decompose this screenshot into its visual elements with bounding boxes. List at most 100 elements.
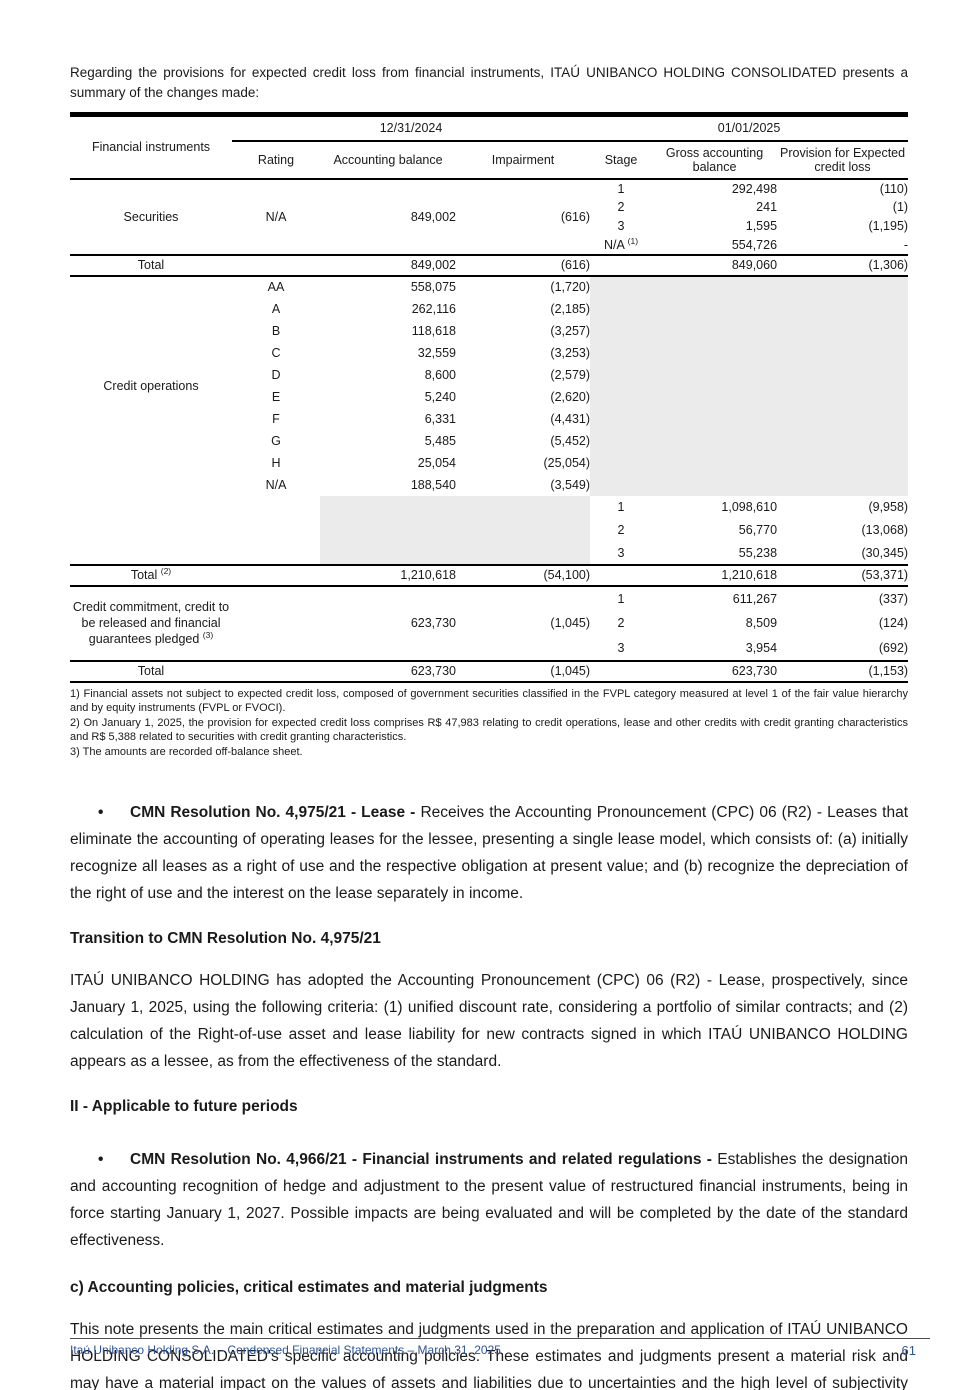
credit-operations-stage-row: 1 1,098,610 (9,958) bbox=[70, 495, 909, 565]
securities-stage-row: 3 1,595 (1,195) bbox=[70, 217, 909, 236]
commitment-impairment: (1,045) bbox=[550, 616, 591, 630]
col-header-impairment: Impairment bbox=[456, 140, 591, 180]
footnote-ref-1: (1) bbox=[627, 235, 639, 246]
credit-operations-stage-row: 3 55,238 (30,345) bbox=[70, 542, 909, 565]
footnote-3: 3) The amounts are recorded off-balance … bbox=[70, 745, 303, 758]
footnote-2: 2) On January 1, 2025, the provision for… bbox=[70, 716, 908, 744]
credit-operations-rating-row: A 262,116 (2,185) bbox=[70, 298, 908, 320]
gross-balance-cell: 611,267 bbox=[732, 591, 778, 606]
col-header-provision: Provision for Expected credit loss bbox=[777, 140, 909, 180]
stage-cell: 1 bbox=[617, 500, 625, 514]
securities-stage-row: 2 241 (1) bbox=[70, 198, 909, 217]
balance-cell: 5,240 bbox=[424, 389, 456, 404]
commitment-accounting-balance: 623,730 bbox=[410, 616, 456, 630]
impairment-cell: (3,253) bbox=[550, 345, 591, 360]
balance-cell: 5,485 bbox=[424, 433, 456, 448]
gross-balance-cell: 1,098,610 bbox=[721, 500, 778, 514]
impairment-cell: (25,054) bbox=[543, 455, 591, 470]
expected-credit-loss-table: Financial instruments 12/31/2024 01/01/2… bbox=[70, 112, 909, 683]
bullet-icon: • bbox=[98, 804, 104, 821]
total-label: Total (2) bbox=[70, 563, 232, 587]
bullet-cmn-4975: • CMN Resolution No. 4,975/21 - Lease - R… bbox=[70, 799, 908, 907]
stage-cell: 1 bbox=[617, 181, 625, 196]
balance-cell: 558,075 bbox=[410, 280, 456, 294]
intro-paragraph: Regarding the provisions for expected cr… bbox=[70, 65, 908, 100]
credit-commitment-row: Credit commitment, credit to be released… bbox=[70, 586, 909, 647]
balance-cell: 6,331 bbox=[424, 411, 456, 426]
credit-operations-label: Credit operations bbox=[103, 379, 199, 393]
credit-operations-rating-row: G 5,485 (5,452) bbox=[70, 430, 908, 452]
total-impairment: (616) bbox=[456, 253, 591, 277]
total-provision: (1,153) bbox=[777, 659, 909, 683]
credit-commitment-stage-row: 2 8,509 (124) bbox=[70, 611, 909, 636]
impairment-cell: (2,579) bbox=[550, 367, 591, 382]
col-header-gross-accounting-balance: Gross accounting balance bbox=[652, 140, 778, 180]
gross-balance-cell: 292,498 bbox=[731, 181, 778, 196]
paragraph-transition: ITAÚ UNIBANCO HOLDING has adopted the Ac… bbox=[70, 972, 908, 1070]
impairment-cell: (2,185) bbox=[550, 301, 591, 316]
balance-cell: 262,116 bbox=[411, 301, 456, 316]
shaded-region-right bbox=[590, 275, 909, 496]
provision-cell: (30,345) bbox=[861, 545, 909, 560]
provision-cell: (1) bbox=[892, 200, 909, 214]
stage-cell: 3 bbox=[617, 640, 625, 655]
credit-operations-total-row: Total (2) 1,210,618 (54,100) 1,210,618 (… bbox=[70, 563, 909, 587]
stage-cell: 2 bbox=[617, 616, 625, 630]
balance-cell: 32,559 bbox=[417, 345, 456, 360]
rating-cell: A bbox=[271, 301, 281, 316]
credit-operations-rating-row: F 6,331 (4,431) bbox=[70, 408, 908, 430]
impairment-cell: (4,431) bbox=[550, 411, 591, 426]
paragraph-policies: This note presents the main critical est… bbox=[70, 1321, 908, 1390]
bullet-label: CMN Resolution No. 4,975/21 - Lease - bbox=[130, 804, 416, 821]
table-header-columns: Rating Accounting balance Impairment Sta… bbox=[70, 140, 909, 180]
securities-accounting-balance: 849,002 bbox=[410, 209, 456, 224]
heading-future-periods: II - Applicable to future periods bbox=[70, 1098, 298, 1115]
credit-operations-rating-row: H 25,054 (25,054) bbox=[70, 452, 908, 474]
securities-stage-row: N/A (1) 554,726 - bbox=[70, 236, 908, 255]
gross-balance-cell: 554,726 bbox=[731, 237, 778, 252]
balance-cell: 8,600 bbox=[424, 367, 456, 382]
stage-cell: 3 bbox=[617, 219, 625, 233]
total-label: Total bbox=[70, 659, 232, 683]
total-accounting-balance: 623,730 bbox=[320, 659, 456, 683]
total-impairment: (54,100) bbox=[456, 563, 591, 587]
col-header-stage: Stage bbox=[590, 140, 653, 180]
bullet-cmn-4966: • CMN Resolution No. 4,966/21 - Financial… bbox=[70, 1146, 908, 1254]
provision-cell: (337) bbox=[878, 591, 909, 606]
total-impairment: (1,045) bbox=[456, 659, 591, 683]
impairment-cell: (2,620) bbox=[550, 389, 591, 404]
rating-cell: AA bbox=[267, 280, 285, 294]
rating-cell: C bbox=[271, 345, 281, 360]
impairment-cell: (1,720) bbox=[550, 280, 591, 294]
credit-commitment-label: Credit commitment, credit to be released… bbox=[72, 600, 230, 646]
balance-cell: 118,618 bbox=[411, 323, 456, 338]
total-provision: (1,306) bbox=[777, 253, 909, 277]
credit-commitment-total-row: Total 623,730 (1,045) 623,730 (1,153) bbox=[70, 659, 909, 683]
total-accounting-balance: 849,002 bbox=[320, 253, 456, 277]
impairment-cell: (5,452) bbox=[550, 433, 591, 448]
total-gross-balance: 1,210,618 bbox=[652, 563, 778, 587]
rating-cell: E bbox=[271, 389, 281, 404]
table-header-dates: Financial instruments 12/31/2024 01/01/2… bbox=[70, 114, 909, 180]
footer-text: Itaú Unibanco Holding S.A. – Condensed F… bbox=[70, 1343, 501, 1357]
stage-cell: N/A (1) bbox=[604, 235, 639, 252]
provision-cell: - bbox=[903, 237, 909, 252]
provision-cell: (9,958) bbox=[868, 500, 909, 514]
rating-cell: H bbox=[271, 455, 281, 470]
rating-cell: D bbox=[271, 367, 281, 382]
heading-transition: Transition to CMN Resolution No. 4,975/2… bbox=[70, 930, 381, 947]
gross-balance-cell: 8,509 bbox=[745, 616, 778, 630]
bullet-text: Receives the Accounting Pronouncement (C… bbox=[70, 804, 909, 902]
credit-commitment-stage-row: 3 3,954 (692) bbox=[70, 636, 909, 661]
rating-cell: G bbox=[271, 433, 281, 448]
footnote-ref-3: (3) bbox=[202, 629, 214, 640]
provision-cell: (110) bbox=[879, 181, 909, 196]
credit-operations-rating-row: N/A 188,540 (3,549) bbox=[70, 474, 908, 496]
gross-balance-cell: 1,595 bbox=[745, 219, 778, 233]
bullet-icon: • bbox=[98, 1151, 104, 1168]
impairment-cell: (3,549) bbox=[550, 477, 591, 492]
body-content: • CMN Resolution No. 4,975/21 - Lease - R… bbox=[70, 799, 908, 1390]
provision-cell: (1,195) bbox=[868, 219, 909, 233]
rating-cell: B bbox=[271, 323, 281, 338]
